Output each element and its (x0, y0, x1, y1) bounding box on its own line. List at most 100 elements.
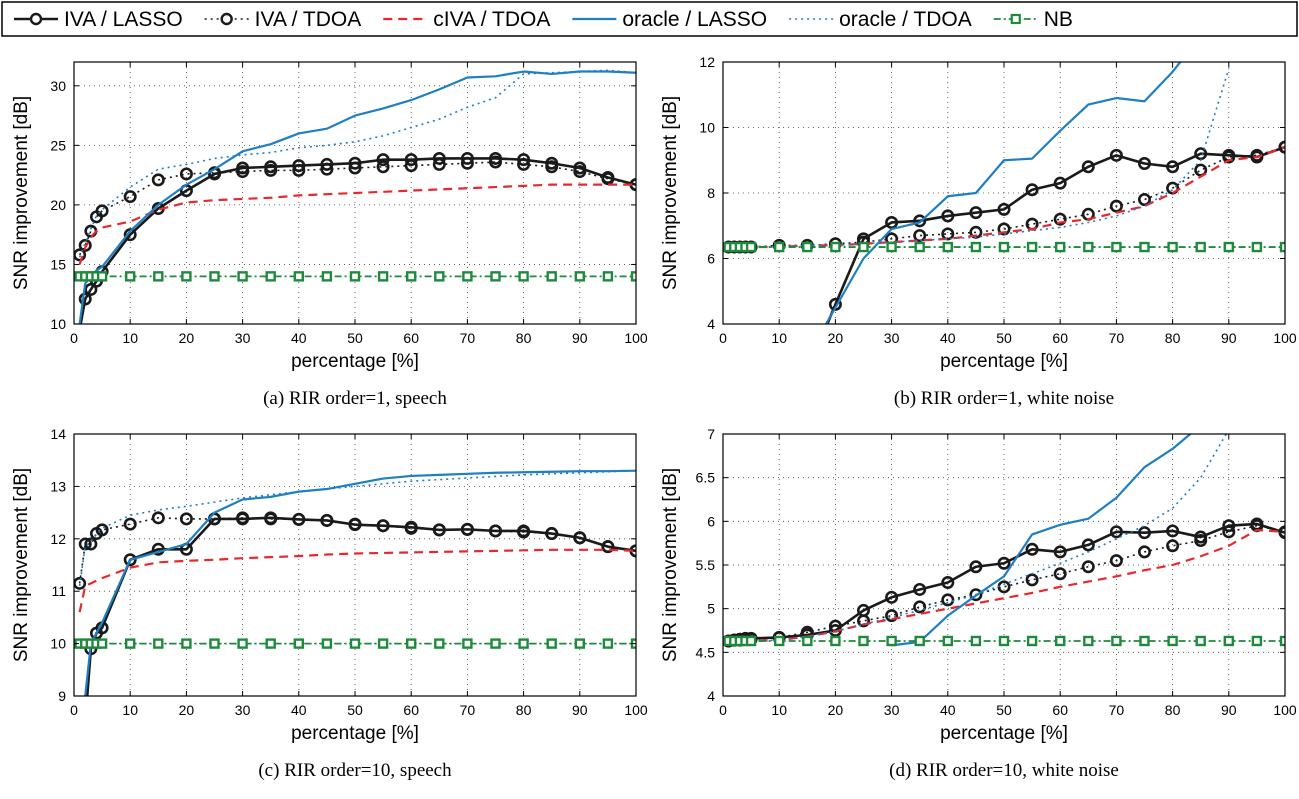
x-tick-label: 80 (1165, 702, 1181, 718)
series-line-2 (78, 548, 636, 613)
y-tick-label: 4 (707, 316, 715, 332)
data-point-1 (545, 527, 559, 541)
data-point-1 (1109, 199, 1123, 213)
data-point-5 (830, 635, 841, 647)
x-tick-label: 100 (1273, 702, 1297, 718)
data-point-5 (1167, 635, 1178, 647)
data-point-1 (1109, 554, 1123, 568)
data-point-5 (1083, 635, 1094, 647)
chart-panel-d: 0 10 20 30 40 50 60 70 80 90 100 4 4.5 5 5.5 6 6.5 7 perce… (649, 414, 1299, 794)
x-tick-label: 0 (70, 702, 78, 718)
data-point-5 (1223, 635, 1234, 647)
x-tick-label: 10 (771, 330, 787, 346)
data-point-5 (518, 638, 529, 649)
data-point-5 (1026, 635, 1038, 647)
data-point-5 (1167, 241, 1178, 253)
data-point-5 (802, 241, 813, 253)
data-point-1 (179, 167, 193, 181)
data-point-1 (460, 156, 474, 170)
chart-c-svg: 0 10 20 30 40 50 60 70 80 90 100 9 10 11 12 13 14 percent… (11, 426, 648, 781)
data-point-1 (1222, 525, 1236, 539)
data-point-5 (181, 271, 192, 282)
x-tick-label: 70 (1109, 330, 1125, 346)
data-point-5 (1195, 635, 1206, 647)
data-point-0 (1109, 525, 1123, 539)
data-point-5 (602, 638, 614, 649)
data-point-0 (1053, 545, 1067, 559)
data-point-1 (123, 190, 137, 204)
data-point-5 (1139, 241, 1150, 253)
x-tick-label: 30 (235, 702, 251, 718)
data-point-1 (376, 519, 390, 533)
chart-panel-b: 0 10 20 30 40 50 60 70 80 90 100 4 6 8 10 12 percentage … (649, 42, 1299, 422)
chart-a-svg: 0 10 20 30 40 50 60 70 80 90 1001015202530percenta… (11, 61, 648, 409)
y-tick-label: 30 (50, 78, 66, 94)
y-tick-label: 25 (50, 137, 66, 153)
x-tick-label: 40 (940, 330, 956, 346)
data-point-5 (1083, 241, 1094, 253)
data-point-0 (885, 215, 899, 229)
x-tick-label: 50 (347, 330, 363, 346)
y-tick-label: 7 (707, 426, 715, 442)
data-point-1 (236, 165, 250, 179)
data-point-0 (941, 209, 955, 223)
y-tick-label: 4 (707, 688, 715, 704)
data-point-1 (179, 512, 193, 526)
data-point-1 (1053, 567, 1067, 581)
data-point-5 (377, 638, 389, 649)
x-tick-label: 70 (460, 330, 476, 346)
x-tick-label: 30 (884, 702, 900, 718)
data-point-5 (1279, 635, 1285, 647)
data-point-1 (1194, 534, 1208, 548)
data-point-1 (320, 162, 334, 176)
data-point-1 (95, 204, 109, 218)
x-tick-label: 20 (828, 330, 844, 346)
x-tick-label: 100 (1273, 330, 1297, 346)
data-point-5 (321, 638, 333, 649)
data-point-5 (886, 241, 897, 253)
data-point-0 (1109, 148, 1123, 162)
data-point-1 (941, 593, 955, 607)
chart-legend: IVA / LASSO IVA / TDOA cIVA / TDOA oracle /… (0, 0, 1299, 38)
chart-d-svg: 0 10 20 30 40 50 60 70 80 90 100 4 4.5 5 5.5 6 6.5 7 perce… (660, 426, 1297, 781)
x-tick-label: 70 (1109, 702, 1125, 718)
data-point-5 (942, 635, 953, 647)
data-point-1 (573, 531, 587, 545)
x-tick-label: 30 (884, 330, 900, 346)
data-point-5 (96, 638, 108, 649)
data-point-5 (574, 638, 585, 649)
data-point-5 (546, 271, 557, 282)
legend-label-1: IVA / TDOA (255, 8, 362, 31)
series-line-3 (78, 70, 636, 324)
x-tick-label: 10 (122, 330, 138, 346)
data-point-1 (78, 238, 92, 252)
data-point-5 (1026, 241, 1038, 253)
data-point-5 (293, 638, 304, 649)
series-line-1 (78, 161, 636, 256)
data-point-1 (320, 513, 334, 527)
data-point-1 (432, 523, 446, 537)
y-tick-label: 5 (707, 601, 715, 617)
x-tick-label: 0 (70, 330, 78, 346)
data-point-5 (434, 271, 445, 282)
data-point-0 (1025, 542, 1039, 556)
y-axis-label: SNR improvement [dB] (11, 96, 32, 290)
data-point-5 (293, 271, 304, 282)
data-point-5 (265, 638, 276, 649)
data-point-5 (1195, 241, 1206, 253)
data-point-1 (151, 173, 165, 187)
data-point-5 (1111, 241, 1122, 253)
data-point-0 (292, 159, 306, 173)
data-point-1 (1053, 212, 1067, 226)
data-point-5 (462, 638, 473, 649)
y-tick-label: 10 (50, 316, 66, 332)
data-point-0 (941, 575, 955, 589)
data-point-0 (913, 582, 927, 596)
data-point-1 (1166, 539, 1180, 553)
x-tick-label: 60 (403, 330, 419, 346)
data-point-5 (942, 241, 953, 253)
data-point-5 (406, 638, 417, 649)
y-tick-label: 6.5 (696, 470, 716, 486)
data-point-5 (970, 635, 982, 647)
data-point-5 (1055, 241, 1066, 253)
